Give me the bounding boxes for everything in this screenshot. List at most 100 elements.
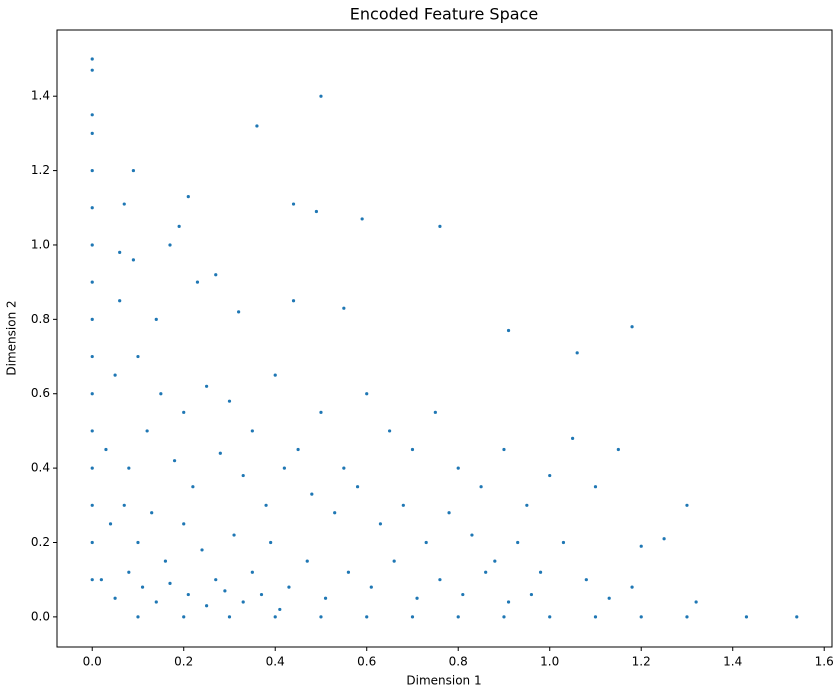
point xyxy=(694,600,698,604)
point xyxy=(506,328,511,333)
point xyxy=(232,533,236,537)
point xyxy=(593,615,598,619)
point xyxy=(182,410,186,414)
y-tick-label: 0.2 xyxy=(31,535,50,549)
point xyxy=(447,511,451,515)
point xyxy=(502,447,506,452)
point xyxy=(630,325,634,329)
point xyxy=(205,604,209,608)
point xyxy=(186,195,190,199)
point xyxy=(218,451,222,455)
point xyxy=(319,410,323,414)
point xyxy=(630,585,634,589)
point xyxy=(195,280,200,284)
point xyxy=(118,299,122,303)
point xyxy=(662,537,666,541)
y-tick-label: 0.8 xyxy=(31,312,50,326)
point xyxy=(342,466,346,470)
point xyxy=(479,485,483,489)
point xyxy=(570,436,575,440)
point xyxy=(90,57,94,61)
point xyxy=(154,600,158,604)
x-axis-label: Dimension 1 xyxy=(406,674,481,688)
x-tick-label: 1.4 xyxy=(723,655,742,669)
point xyxy=(122,202,126,206)
point xyxy=(186,592,190,597)
point xyxy=(159,392,163,396)
point xyxy=(529,592,534,597)
point xyxy=(131,168,136,173)
point xyxy=(484,570,488,574)
x-tick-label: 0.0 xyxy=(83,655,102,669)
point xyxy=(140,585,145,589)
point xyxy=(456,466,460,470)
y-tick-label: 1.4 xyxy=(31,89,50,103)
point xyxy=(191,485,195,489)
point xyxy=(287,585,291,589)
point xyxy=(269,540,273,545)
point xyxy=(593,485,598,489)
point xyxy=(273,615,277,619)
point xyxy=(291,202,296,206)
point xyxy=(360,217,364,221)
point xyxy=(168,581,172,586)
point xyxy=(177,224,181,228)
point xyxy=(214,578,218,582)
point xyxy=(415,596,419,600)
point xyxy=(388,429,392,433)
point xyxy=(113,596,117,600)
point xyxy=(104,447,108,452)
point xyxy=(127,570,131,574)
x-tick-label: 1.0 xyxy=(540,655,559,669)
point xyxy=(296,447,300,452)
point xyxy=(346,570,351,574)
point xyxy=(172,459,177,463)
point xyxy=(310,492,314,496)
y-tick-label: 0.6 xyxy=(31,386,50,400)
point xyxy=(182,615,186,619)
chart-title: Encoded Feature Space xyxy=(350,5,538,24)
point xyxy=(200,548,204,552)
point xyxy=(525,503,529,507)
y-tick-label: 1.0 xyxy=(31,237,50,251)
x-tick-label: 0.4 xyxy=(266,655,285,669)
point xyxy=(255,124,259,128)
point xyxy=(319,94,323,98)
point xyxy=(259,592,264,597)
point xyxy=(456,615,460,619)
point xyxy=(538,570,543,574)
point xyxy=(145,429,149,433)
point xyxy=(410,615,415,619)
point xyxy=(241,473,245,478)
point xyxy=(607,596,611,600)
y-tick-label: 0.0 xyxy=(31,609,50,623)
y-tick-label: 1.2 xyxy=(31,163,50,177)
point xyxy=(163,559,168,563)
point xyxy=(461,592,465,597)
point xyxy=(639,615,643,619)
point xyxy=(182,522,186,526)
point xyxy=(378,522,383,526)
point xyxy=(273,373,277,377)
y-tick-label: 0.4 xyxy=(31,461,50,475)
point xyxy=(90,280,94,284)
point xyxy=(493,559,497,563)
point xyxy=(639,544,643,548)
point xyxy=(264,503,268,507)
x-tick-label: 0.2 xyxy=(174,655,193,669)
point xyxy=(795,615,799,619)
point xyxy=(355,485,360,489)
point xyxy=(90,392,94,396)
point xyxy=(401,503,405,507)
point xyxy=(278,607,282,612)
x-tick-label: 1.6 xyxy=(815,655,834,669)
point xyxy=(118,250,122,255)
point xyxy=(365,392,369,396)
point xyxy=(342,306,346,310)
point xyxy=(319,615,323,619)
point xyxy=(323,596,328,600)
point xyxy=(392,559,396,563)
point xyxy=(369,585,373,589)
point xyxy=(122,503,126,507)
